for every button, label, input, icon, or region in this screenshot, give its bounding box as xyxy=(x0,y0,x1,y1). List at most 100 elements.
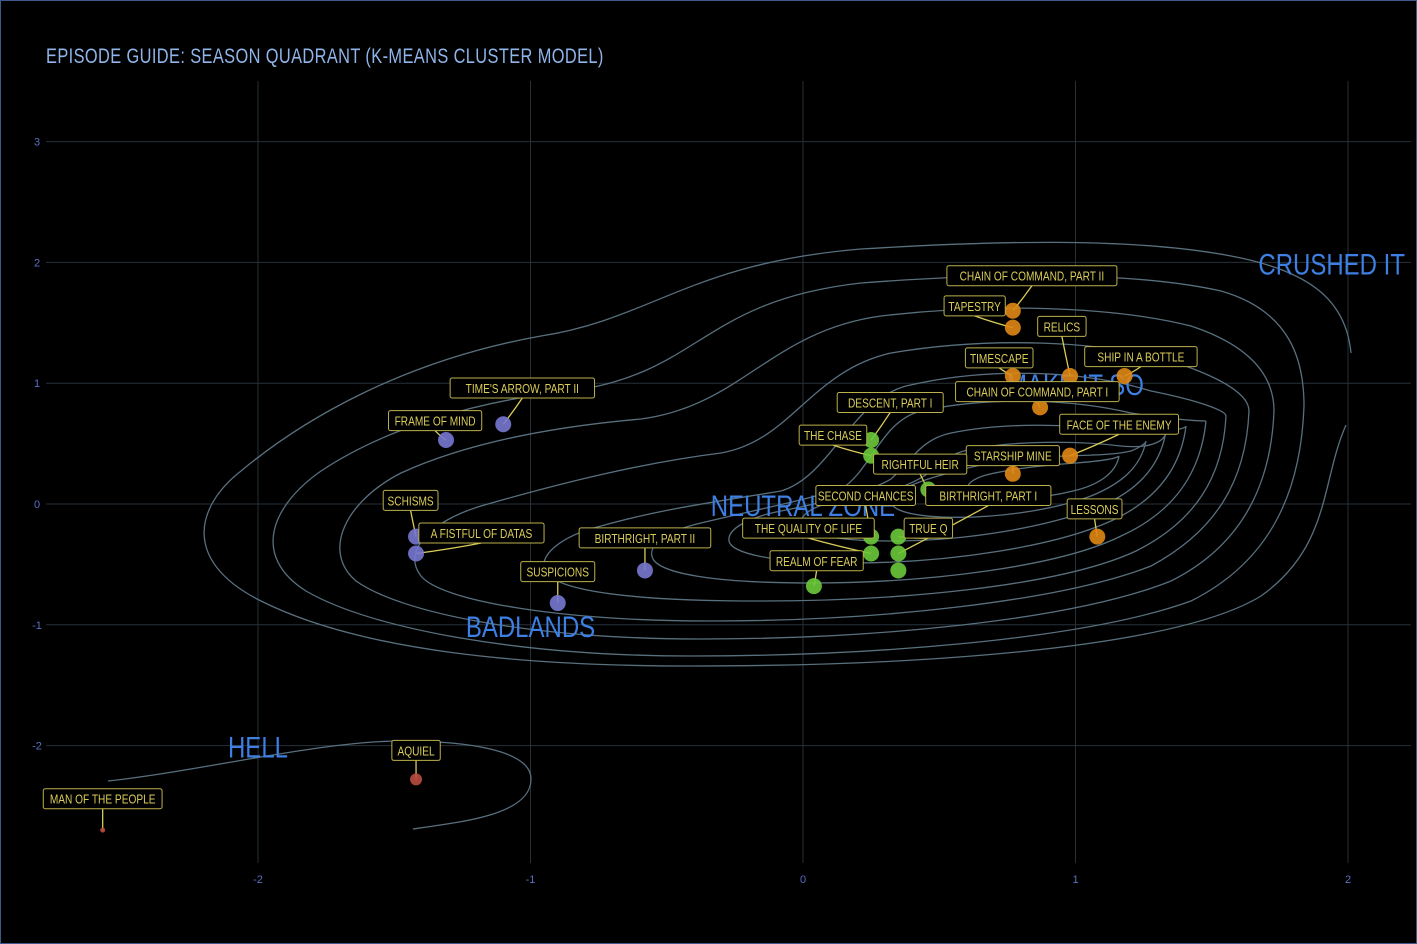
point-label-text: BIRTHRIGHT, PART II xyxy=(595,532,696,546)
point-label: BIRTHRIGHT, PART II xyxy=(578,527,712,549)
point-label: DESCENT, PART I xyxy=(836,392,944,414)
data-point xyxy=(805,578,822,595)
point-label-box xyxy=(418,522,545,544)
data-point xyxy=(100,827,106,833)
point-label-box xyxy=(1059,413,1179,435)
data-point xyxy=(410,773,423,786)
y-tick-label: 2 xyxy=(34,257,40,269)
point-label: TIME'S ARROW, PART II xyxy=(449,377,596,399)
point-label-box xyxy=(1084,346,1198,368)
data-point xyxy=(1004,465,1021,482)
point-label: TAPESTRY xyxy=(943,295,1006,317)
contour-line xyxy=(107,740,532,830)
point-label-text: FACE OF THE ENEMY xyxy=(1067,418,1172,432)
point-label: SCHISMS xyxy=(382,489,439,511)
point-label: AQUIEL xyxy=(391,739,441,761)
y-tick-label: 3 xyxy=(34,137,40,149)
contour-line xyxy=(728,424,1187,564)
point-label-text: TRUE Q xyxy=(909,522,947,536)
y-tick-label: 0 xyxy=(34,499,40,511)
data-point xyxy=(1004,302,1021,319)
density-contours xyxy=(107,241,1352,830)
point-label: THE QUALITY OF LIFE xyxy=(742,517,875,539)
point-label-text: SHIP IN A BOTTLE xyxy=(1097,350,1184,364)
y-tick-label: -2 xyxy=(32,741,42,753)
label-leaders xyxy=(102,285,1142,831)
point-label-text: DESCENT, PART I xyxy=(848,396,932,410)
point-label: SHIP IN A BOTTLE xyxy=(1084,346,1198,368)
point-labels: CHAIN OF COMMAND, PART II TAPESTRY RELICS T… xyxy=(42,265,1198,810)
point-label: CHAIN OF COMMAND, PART I xyxy=(955,381,1120,403)
point-label: FACE OF THE ENEMY xyxy=(1059,413,1179,435)
point-label-text: TIME'S ARROW, PART II xyxy=(466,382,579,396)
point-label-box xyxy=(943,295,1006,317)
chart-title: EPISODE GUIDE: SEASON QUADRANT (K-MEANS … xyxy=(46,45,604,68)
point-label-box xyxy=(742,517,875,539)
point-label: SUSPICIONS xyxy=(520,561,596,583)
point-label-box xyxy=(391,739,441,761)
data-point xyxy=(1004,319,1021,336)
data-point xyxy=(408,545,425,562)
point-label-text: THE QUALITY OF LIFE xyxy=(755,522,862,536)
region-label: BADLANDS xyxy=(466,609,595,643)
point-label-box xyxy=(388,410,483,432)
axis-ticks: -2 -1 0 1 2 -2 -1 0 1 2 3 xyxy=(32,137,1351,886)
point-label-box xyxy=(449,377,596,399)
data-point xyxy=(1089,528,1106,545)
grid-lines xyxy=(46,81,1411,863)
point-label: BIRTHRIGHT, PART I xyxy=(925,485,1052,507)
data-point xyxy=(1062,447,1079,464)
point-label-text: FRAME OF MIND xyxy=(395,414,476,428)
point-label-text: A FISTFUL OF DATAS xyxy=(431,527,533,541)
point-label-text: TIMESCAPE xyxy=(970,352,1029,366)
data-points xyxy=(100,302,1133,833)
data-point xyxy=(495,416,512,433)
contour-line xyxy=(272,274,1305,657)
contour-line xyxy=(339,307,1275,640)
data-point xyxy=(890,562,907,579)
point-label: STARSHIP MINE xyxy=(965,445,1060,467)
data-point xyxy=(549,595,566,612)
point-label-box xyxy=(798,424,868,446)
point-label: REALM OF FEAR xyxy=(769,550,864,572)
x-tick-label: -2 xyxy=(253,874,263,886)
region-label: HELL xyxy=(228,730,288,764)
point-label-box xyxy=(520,561,596,583)
data-point xyxy=(890,545,907,562)
label-leader xyxy=(415,542,482,555)
point-label-text: STARSHIP MINE xyxy=(974,450,1052,464)
data-point xyxy=(438,431,455,448)
point-label-box xyxy=(946,265,1118,287)
y-tick-label: 1 xyxy=(34,378,40,390)
point-label-box xyxy=(873,453,968,475)
region-label: CRUSHED IT xyxy=(1258,247,1405,281)
data-point xyxy=(863,545,880,562)
data-point xyxy=(890,528,907,545)
point-label-text: CHAIN OF COMMAND, PART II xyxy=(960,270,1105,284)
data-point xyxy=(1062,367,1079,384)
point-label: RELICS xyxy=(1037,315,1087,337)
point-label: SECOND CHANCES xyxy=(815,485,916,507)
point-label-box xyxy=(382,489,439,511)
point-label: THE CHASE xyxy=(798,424,868,446)
point-label: A FISTFUL OF DATAS xyxy=(418,522,545,544)
point-label-text: MAN OF THE PEOPLE xyxy=(50,793,156,807)
point-label-text: BIRTHRIGHT, PART I xyxy=(939,489,1037,503)
point-label-text: AQUIEL xyxy=(397,744,435,758)
point-label-box xyxy=(769,550,864,572)
point-label-text: RELICS xyxy=(1044,320,1081,334)
point-label-text: SCHISMS xyxy=(388,494,434,508)
point-label-text: SUSPICIONS xyxy=(527,565,590,579)
point-label: TIMESCAPE xyxy=(964,347,1034,369)
point-label: CHAIN OF COMMAND, PART II xyxy=(946,265,1118,287)
point-label-box xyxy=(42,788,163,810)
point-label-box xyxy=(1066,498,1123,520)
point-label-box xyxy=(925,485,1052,507)
x-tick-label: 0 xyxy=(800,874,806,886)
point-label-box xyxy=(836,392,944,414)
point-label-box xyxy=(815,485,916,507)
point-label-box xyxy=(1037,315,1087,337)
data-point xyxy=(1032,399,1049,416)
point-label-text: REALM OF FEAR xyxy=(776,555,858,569)
